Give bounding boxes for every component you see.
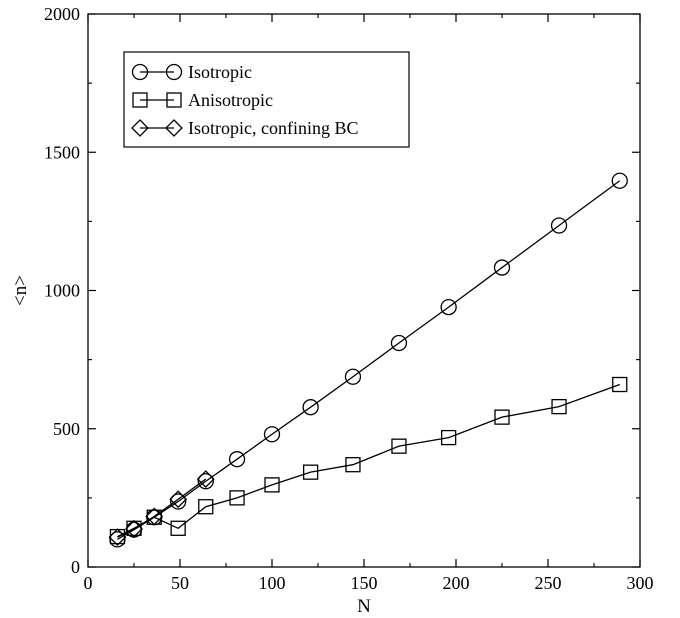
data-point-diamond [196, 470, 215, 488]
y-tick-label: 0 [71, 557, 80, 577]
data-point-circle [440, 298, 457, 316]
data-point-circle [493, 259, 511, 276]
data-point-square [264, 477, 280, 493]
data-point-square [551, 398, 567, 415]
legend-item: Isotropic [131, 62, 252, 82]
data-point-diamond [108, 528, 127, 547]
legend-label: Anisotropic [188, 90, 273, 110]
legend-marker-diamond [131, 119, 149, 137]
data-point-diamond [169, 490, 188, 509]
data-point-diamond [145, 507, 164, 526]
legend-label: Isotropic [188, 62, 252, 82]
x-tick-label: 300 [627, 573, 654, 593]
series-line [117, 478, 207, 538]
series-square [109, 376, 628, 545]
x-tick-label: 200 [443, 573, 470, 593]
x-tick-label: 250 [535, 573, 562, 593]
y-axis-label: <n> [10, 275, 31, 306]
data-point-circle [611, 172, 628, 189]
y-tick-label: 1000 [44, 281, 80, 301]
data-point-square [391, 438, 407, 454]
data-point-circle [302, 399, 319, 416]
series-diamond [108, 470, 215, 547]
data-point-circle [228, 451, 246, 468]
legend-item: Anisotropic [132, 90, 273, 110]
series-line [117, 383, 620, 538]
x-tick-label: 100 [259, 573, 286, 593]
data-point-circle [344, 368, 362, 385]
legend-marker-circle [165, 63, 183, 81]
series-circle [109, 172, 628, 548]
data-point-square [494, 409, 510, 425]
data-point-square [612, 376, 628, 393]
legend-marker-circle [131, 63, 149, 81]
legend: Isotropic Anisotropic Isotropic, confining… [123, 51, 410, 148]
legend-item: Isotropic, confining BC [131, 118, 358, 138]
x-tick-label: 150 [351, 573, 378, 593]
data-point-square [198, 499, 214, 515]
y-tick-label: 2000 [44, 4, 80, 24]
data-point-square [440, 429, 457, 446]
y-tick-label: 1500 [44, 142, 80, 162]
data-point-circle [550, 217, 568, 234]
x-tick-label: 0 [84, 573, 93, 593]
x-axis-label: N [357, 596, 371, 617]
data-point-square [170, 520, 186, 536]
series-line [117, 180, 621, 540]
data-point-diamond [125, 519, 143, 538]
data-point-circle [390, 334, 408, 352]
x-tick-label: 50 [171, 573, 189, 593]
data-point-circle [170, 493, 187, 510]
data-point-square [345, 457, 361, 473]
legend-marker-square [132, 92, 148, 108]
data-point-square [302, 464, 319, 480]
data-point-circle [197, 473, 214, 490]
series-layer [108, 172, 628, 548]
axes: 0 50 100 150 200 250 300 0 500 1000 1500 2000 [44, 4, 654, 593]
legend-marker-square [166, 92, 182, 108]
data-point-circle [263, 426, 281, 443]
y-tick-label: 500 [53, 419, 80, 439]
legend-marker-diamond [165, 119, 183, 137]
legend-label: Isotropic, confining BC [188, 118, 358, 138]
data-point-square [229, 490, 245, 506]
